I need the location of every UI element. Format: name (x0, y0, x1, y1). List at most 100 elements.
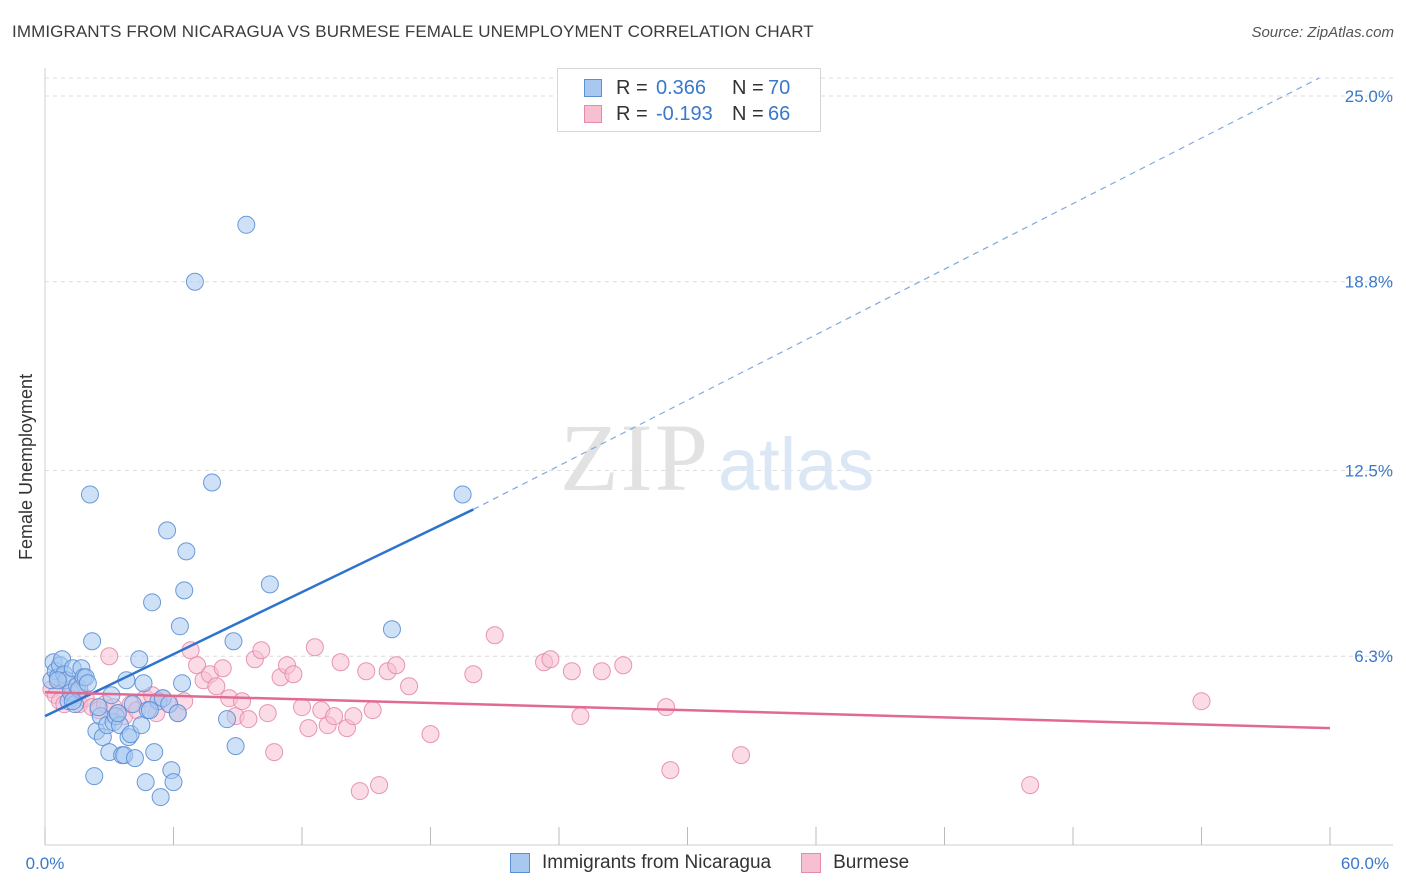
burmese-point (100, 647, 119, 666)
burmese-point (325, 707, 344, 726)
grid-lines (45, 77, 1393, 657)
burmese-point (207, 677, 226, 696)
nicaragua-point (108, 704, 127, 723)
x-tick-label: 60.0% (1341, 854, 1389, 873)
nicaragua-point (132, 716, 151, 735)
burmese-point (370, 776, 389, 795)
watermark: ZIP atlas (560, 404, 874, 511)
source-label: Source: ZipAtlas.com (1251, 24, 1394, 41)
burmese-point (233, 692, 252, 711)
legend-swatch-nicaragua (584, 79, 602, 97)
burmese-point (485, 626, 504, 645)
y-tick-label: 18.8% (1345, 273, 1393, 292)
burmese-point (293, 698, 311, 717)
nicaragua-point (143, 593, 162, 612)
nicaragua-point (125, 749, 144, 768)
nicaragua-point (134, 674, 153, 693)
y-axis-label: Female Unemployment (16, 373, 36, 560)
legend-swatch-nicaragua (510, 853, 530, 873)
burmese-point (252, 641, 271, 660)
nicaragua-point (203, 473, 222, 492)
chart-title: IMMIGRANTS FROM NICARAGUA VS BURMESE FEM… (12, 22, 814, 41)
nicaragua-point (130, 650, 149, 669)
nicaragua-point (177, 542, 196, 561)
nicaragua-point (168, 704, 187, 723)
nicaragua-point (78, 674, 97, 693)
nicaragua-point (237, 215, 256, 234)
r-value: -0.193 (656, 102, 713, 125)
nicaragua-point (48, 671, 67, 690)
burmese-point (265, 743, 284, 762)
n-value: 66 (768, 102, 791, 125)
burmese-point (614, 656, 633, 675)
legend-series: Immigrants from Nicaragua Burmese (510, 852, 939, 874)
legend-row-nicaragua: R = 0.366 N = 70 (584, 76, 790, 100)
nicaragua-trend-extension (473, 77, 1320, 510)
nicaragua-point (170, 617, 189, 636)
watermark-zip: ZIP (560, 404, 710, 511)
nicaragua-trend-line (44, 508, 474, 718)
nicaragua-point (175, 581, 194, 600)
legend-swatch-burmese (584, 105, 602, 123)
nicaragua-point (89, 698, 108, 717)
burmese-point (258, 704, 277, 723)
burmese-point (400, 677, 419, 696)
burmese-point (657, 698, 676, 717)
burmese-point (464, 665, 483, 684)
burmese-point (331, 653, 350, 672)
legend-label-nicaragua: Immigrants from Nicaragua (542, 852, 772, 873)
burmese-point (188, 656, 207, 675)
nicaragua-point (145, 743, 164, 762)
burmese-point (387, 656, 406, 675)
burmese-point (571, 707, 590, 726)
burmese-point (305, 638, 324, 657)
y-tick-label: 6.3% (1354, 647, 1393, 666)
legend-row-burmese: R = -0.193 N = 66 (584, 102, 790, 126)
legend-item-burmese[interactable]: Burmese (801, 852, 909, 874)
burmese-point (421, 725, 440, 744)
nicaragua-point (151, 788, 170, 807)
n-label: N = (732, 76, 764, 99)
nicaragua-point (123, 695, 142, 714)
legend-stats: R = 0.366 N = 70 R = -0.193 N = 66 (557, 68, 821, 132)
burmese-trend-line (44, 690, 1331, 730)
nicaragua-point (218, 710, 237, 729)
trend-lines (44, 77, 1331, 730)
nicaragua-point (226, 737, 245, 756)
n-label: N = (732, 102, 764, 125)
nicaragua-point (158, 521, 177, 540)
y-tick-label: 12.5% (1345, 461, 1393, 480)
nicaragua-point (136, 773, 155, 792)
burmese-point (1021, 776, 1040, 795)
tick-labels: 6.3% 12.5% 18.8% 25.0% 0.0% 60.0% (26, 87, 1393, 873)
burmese-point (363, 701, 382, 720)
burmese-point (299, 719, 318, 738)
nicaragua-point (164, 773, 183, 792)
x-tick-label: 0.0% (26, 854, 65, 873)
nicaragua-point (260, 575, 279, 594)
nicaragua-point (173, 674, 192, 693)
r-value: 0.366 (656, 76, 707, 99)
nicaragua-point (382, 620, 401, 639)
burmese-points (42, 626, 1211, 801)
legend-swatch-burmese (801, 853, 822, 873)
watermark-atlas: atlas (718, 423, 874, 506)
n-value: 70 (768, 76, 791, 99)
burmese-point (592, 662, 611, 681)
burmese-point (239, 710, 258, 729)
burmese-point (213, 659, 232, 678)
burmese-point (344, 707, 363, 726)
nicaragua-point (83, 632, 102, 651)
burmese-point (357, 662, 376, 681)
burmese-point (661, 761, 680, 780)
legend-label-burmese: Burmese (833, 852, 910, 873)
burmese-point (541, 650, 560, 669)
burmese-point (284, 665, 303, 684)
legend-item-nicaragua[interactable]: Immigrants from Nicaragua (510, 852, 771, 874)
burmese-point (350, 782, 369, 801)
burmese-point (732, 746, 751, 765)
burmese-point (562, 662, 581, 681)
nicaragua-point (224, 632, 243, 651)
nicaragua-point (185, 272, 204, 291)
